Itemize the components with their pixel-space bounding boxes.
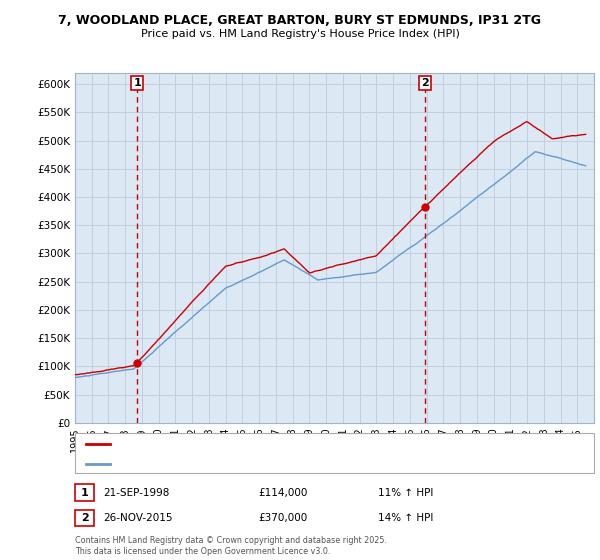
Text: £114,000: £114,000 <box>258 488 307 498</box>
Text: 14% ↑ HPI: 14% ↑ HPI <box>378 513 433 523</box>
Text: Price paid vs. HM Land Registry's House Price Index (HPI): Price paid vs. HM Land Registry's House … <box>140 29 460 39</box>
Text: £370,000: £370,000 <box>258 513 307 523</box>
Text: 7, WOODLAND PLACE, GREAT BARTON, BURY ST EDMUNDS, IP31 2TG (detached house): 7, WOODLAND PLACE, GREAT BARTON, BURY ST… <box>116 440 530 449</box>
Text: 2: 2 <box>81 513 88 523</box>
Text: 21-SEP-1998: 21-SEP-1998 <box>103 488 170 498</box>
Text: 7, WOODLAND PLACE, GREAT BARTON, BURY ST EDMUNDS, IP31 2TG: 7, WOODLAND PLACE, GREAT BARTON, BURY ST… <box>59 14 542 27</box>
Text: 2: 2 <box>421 78 429 88</box>
Text: Contains HM Land Registry data © Crown copyright and database right 2025.
This d: Contains HM Land Registry data © Crown c… <box>75 536 387 556</box>
Text: 26-NOV-2015: 26-NOV-2015 <box>103 513 173 523</box>
Text: HPI: Average price, detached house, West Suffolk: HPI: Average price, detached house, West… <box>116 460 351 469</box>
Text: 1: 1 <box>133 78 141 88</box>
Text: 11% ↑ HPI: 11% ↑ HPI <box>378 488 433 498</box>
Text: 1: 1 <box>81 488 88 498</box>
